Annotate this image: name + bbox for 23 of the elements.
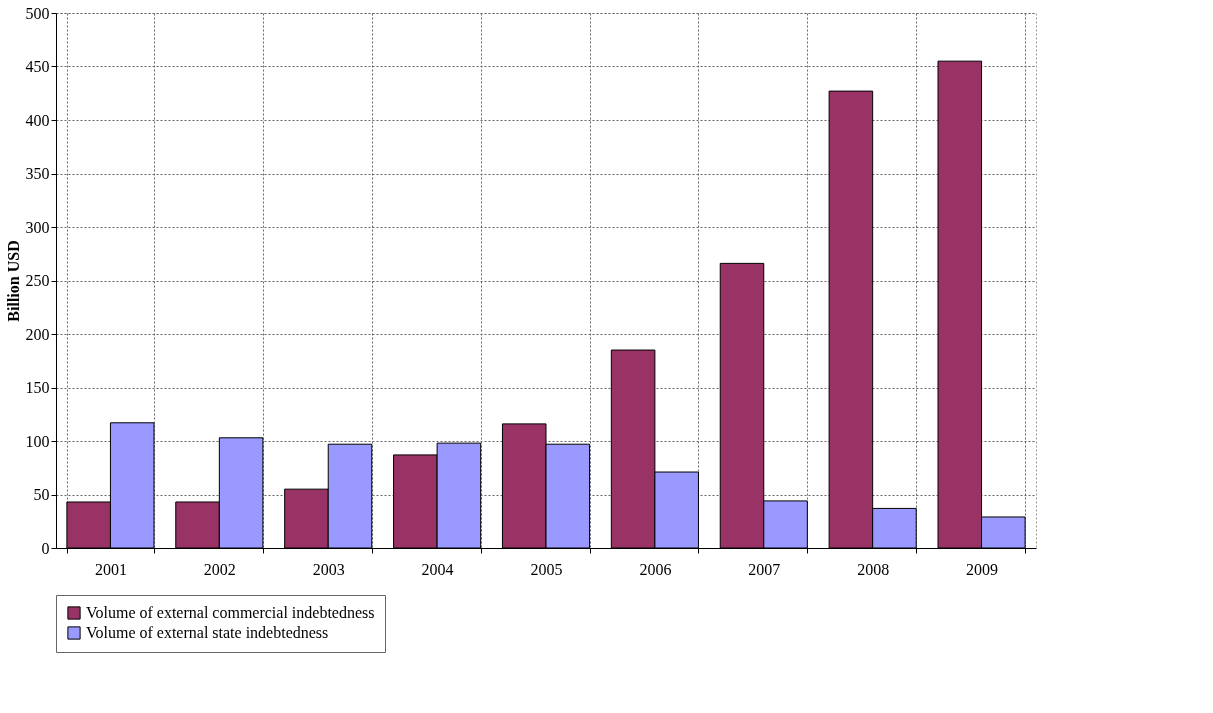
x-tick-label: 2005 <box>530 560 563 578</box>
y-tick-label: 350 <box>25 165 50 182</box>
x-tick-label: 2006 <box>639 560 672 578</box>
y-tick-label: 450 <box>25 58 50 75</box>
y-tick-label: 50 <box>33 486 50 503</box>
legend-label: Volume of external state indebtedness <box>86 624 329 641</box>
x-tick-label: 2009 <box>966 560 999 578</box>
y-tick-label: 200 <box>25 325 50 343</box>
y-tick-label: 0 <box>41 539 50 557</box>
x-tick-label: 2001 <box>94 560 127 578</box>
x-tick-label: 2008 <box>857 560 890 578</box>
y-tick-label: 250 <box>25 272 50 289</box>
y-tick-label: 400 <box>25 111 50 129</box>
y-tick-label: 100 <box>25 432 50 450</box>
y-tick-label: 300 <box>25 218 50 236</box>
y-tick-label: 150 <box>25 379 50 396</box>
x-tick-label: 2007 <box>748 560 781 578</box>
legend-label: Volume of external commercial indebtedness <box>86 604 375 621</box>
y-tick-label: 500 <box>25 4 50 22</box>
x-tick-label: 2004 <box>421 560 454 578</box>
y-axis-title: Billion USD <box>4 240 22 322</box>
x-tick-label: 2002 <box>203 560 236 578</box>
x-tick-label: 2003 <box>312 560 345 578</box>
